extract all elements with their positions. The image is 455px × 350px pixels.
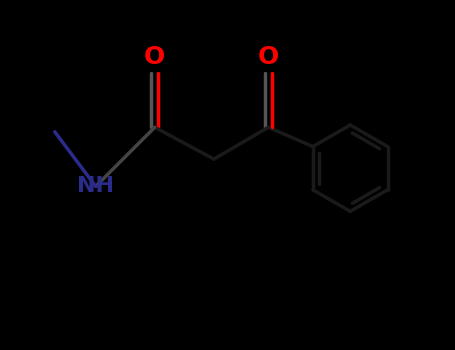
Text: O: O [258,45,279,69]
Text: O: O [144,45,166,69]
Text: NH: NH [77,176,114,196]
